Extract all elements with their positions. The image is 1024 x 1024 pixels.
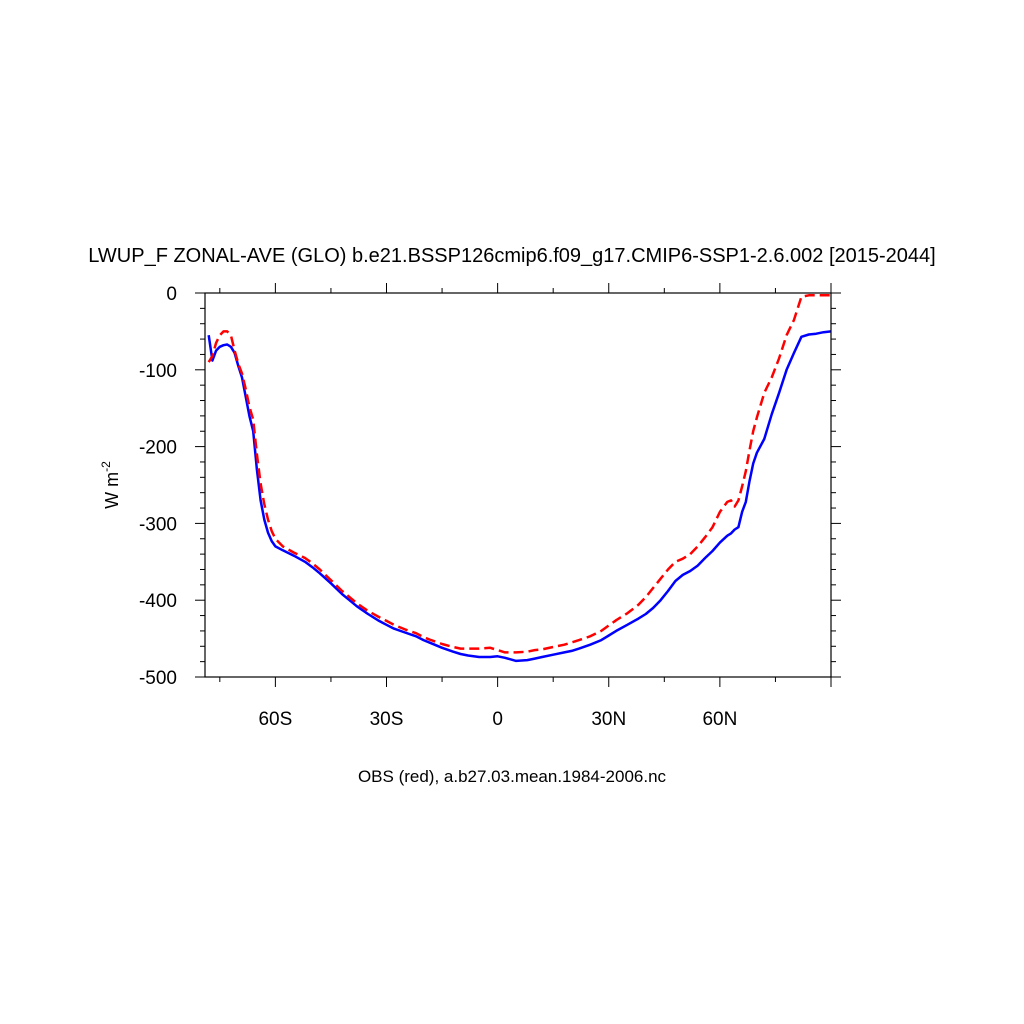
x-tick-label: 60N xyxy=(702,709,737,730)
x-tick-label: 30S xyxy=(370,709,404,730)
y-tick-label: -400 xyxy=(139,591,177,612)
y-tick-label: -500 xyxy=(139,668,177,689)
y-axis-label-unit: W m xyxy=(102,472,122,509)
y-axis-ticks: 0 -100 -200 -300 -400 -500 xyxy=(139,284,841,689)
y-tick-label: 0 xyxy=(166,284,177,305)
x-axis-ticks: 60S 30S 0 30N 60N xyxy=(219,283,832,730)
chart-title: LWUP_F ZONAL-AVE (GLO) b.e21.BSSP126cmip… xyxy=(88,245,935,267)
series-layer xyxy=(207,294,832,663)
x-tick-label: 60S xyxy=(258,709,292,730)
x-tick-label: 30N xyxy=(591,709,626,730)
y-axis-label: W m-2 xyxy=(99,461,122,509)
obs-series-line xyxy=(207,294,831,654)
model-series-line xyxy=(207,330,832,663)
y-tick-label: -100 xyxy=(139,361,177,382)
y-axis-label-exponent: -2 xyxy=(99,461,113,472)
x-tick-label: 0 xyxy=(492,709,503,730)
x-axis-caption: OBS (red), a.b27.03.mean.1984-2006.nc xyxy=(358,767,667,786)
plot-frame xyxy=(204,292,832,678)
svg-text:W m-2: W m-2 xyxy=(99,461,122,509)
y-tick-label: -200 xyxy=(139,438,177,459)
y-tick-label: -300 xyxy=(139,514,177,535)
